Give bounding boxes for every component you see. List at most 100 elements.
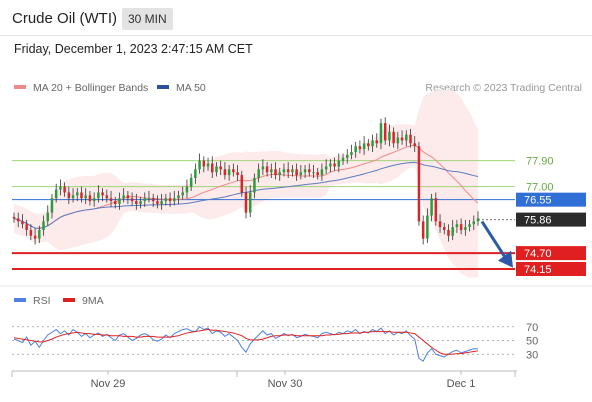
level-badge-support bbox=[516, 246, 586, 261]
candle bbox=[194, 163, 197, 184]
candle-body bbox=[447, 230, 450, 236]
candle bbox=[160, 193, 163, 210]
candle-body bbox=[375, 140, 379, 144]
candle bbox=[139, 196, 142, 209]
candle-body bbox=[139, 201, 142, 204]
candle-body bbox=[299, 172, 303, 176]
candle bbox=[80, 186, 83, 203]
candle-body bbox=[76, 192, 79, 196]
legend-rsi: RSI bbox=[33, 295, 51, 307]
candle-body bbox=[198, 160, 201, 170]
candle-body bbox=[265, 166, 269, 173]
candle bbox=[227, 165, 231, 181]
x-tick-label: Dec 1 bbox=[447, 378, 476, 390]
candle bbox=[253, 173, 256, 199]
candle-body bbox=[396, 137, 400, 144]
candle bbox=[92, 192, 96, 207]
candle-body bbox=[84, 195, 87, 199]
candle-body bbox=[223, 169, 227, 176]
candle bbox=[244, 186, 248, 219]
candle-body bbox=[156, 201, 159, 204]
candle bbox=[270, 163, 273, 178]
candle bbox=[185, 179, 189, 199]
candle bbox=[101, 188, 104, 202]
candle-body bbox=[113, 201, 117, 204]
candle bbox=[337, 153, 341, 173]
candlesticks bbox=[12, 117, 480, 245]
candle bbox=[113, 196, 117, 209]
candle bbox=[71, 188, 75, 203]
candle-body bbox=[130, 198, 134, 202]
candle bbox=[396, 131, 400, 150]
candle bbox=[177, 191, 180, 204]
candle-body bbox=[97, 192, 100, 199]
candle bbox=[46, 205, 49, 226]
candle-body bbox=[181, 192, 184, 196]
candle-body bbox=[215, 166, 218, 173]
candle-body bbox=[320, 169, 324, 176]
candle-body bbox=[417, 146, 421, 222]
candle bbox=[405, 130, 408, 147]
candle-body bbox=[472, 221, 476, 225]
candle bbox=[261, 159, 265, 176]
candle-body bbox=[232, 169, 235, 173]
candle-body bbox=[324, 166, 328, 170]
candle bbox=[202, 156, 206, 173]
candle-body bbox=[71, 195, 75, 199]
candle-body bbox=[101, 192, 104, 196]
candle-body bbox=[388, 131, 391, 141]
candle bbox=[211, 156, 214, 178]
candle bbox=[451, 219, 454, 241]
candle-body bbox=[151, 198, 155, 202]
candle-body bbox=[261, 166, 265, 170]
candle bbox=[223, 162, 227, 180]
candle-body bbox=[451, 227, 454, 236]
candle-body bbox=[367, 143, 370, 147]
candle-body bbox=[189, 178, 193, 187]
candle bbox=[105, 189, 109, 203]
candle bbox=[147, 191, 151, 203]
candle bbox=[173, 191, 176, 206]
candle-body bbox=[25, 224, 28, 230]
candle bbox=[265, 162, 269, 177]
candle bbox=[240, 170, 244, 197]
candle bbox=[215, 162, 218, 177]
candle-body bbox=[109, 198, 113, 202]
legend-swatch-rsi bbox=[14, 298, 26, 302]
candle bbox=[122, 188, 125, 203]
candle bbox=[33, 228, 37, 245]
candle bbox=[375, 133, 379, 148]
candle bbox=[16, 212, 20, 228]
last-price-badge bbox=[516, 212, 586, 227]
candle bbox=[274, 162, 277, 180]
candle-body bbox=[455, 224, 459, 228]
candle bbox=[345, 149, 349, 164]
candle bbox=[438, 214, 442, 233]
timeframe-button[interactable]: 30 MIN bbox=[122, 8, 173, 30]
candle-body bbox=[291, 169, 294, 173]
candle bbox=[84, 188, 87, 204]
candle-body bbox=[468, 224, 471, 228]
candle bbox=[25, 219, 28, 236]
level-label-support: 74.15 bbox=[524, 264, 552, 276]
candle-body bbox=[400, 137, 404, 141]
forecast-arrow-shaft bbox=[480, 220, 508, 260]
legend-ma50: MA 50 bbox=[176, 82, 206, 94]
candle-body bbox=[122, 195, 125, 199]
candle bbox=[88, 191, 92, 206]
candle-body bbox=[202, 160, 206, 167]
rsi-tick-label: 50 bbox=[526, 336, 538, 348]
candle-body bbox=[118, 198, 121, 204]
candle-body bbox=[274, 169, 277, 176]
candle-body bbox=[341, 157, 345, 161]
candle bbox=[459, 218, 463, 235]
candle bbox=[383, 117, 387, 145]
candle-body bbox=[244, 192, 248, 213]
x-tick-label: Nov 30 bbox=[268, 378, 303, 390]
candle bbox=[130, 192, 134, 206]
level-label-resistance: 77.90 bbox=[526, 156, 554, 168]
candle bbox=[329, 159, 332, 173]
candle bbox=[417, 141, 421, 226]
